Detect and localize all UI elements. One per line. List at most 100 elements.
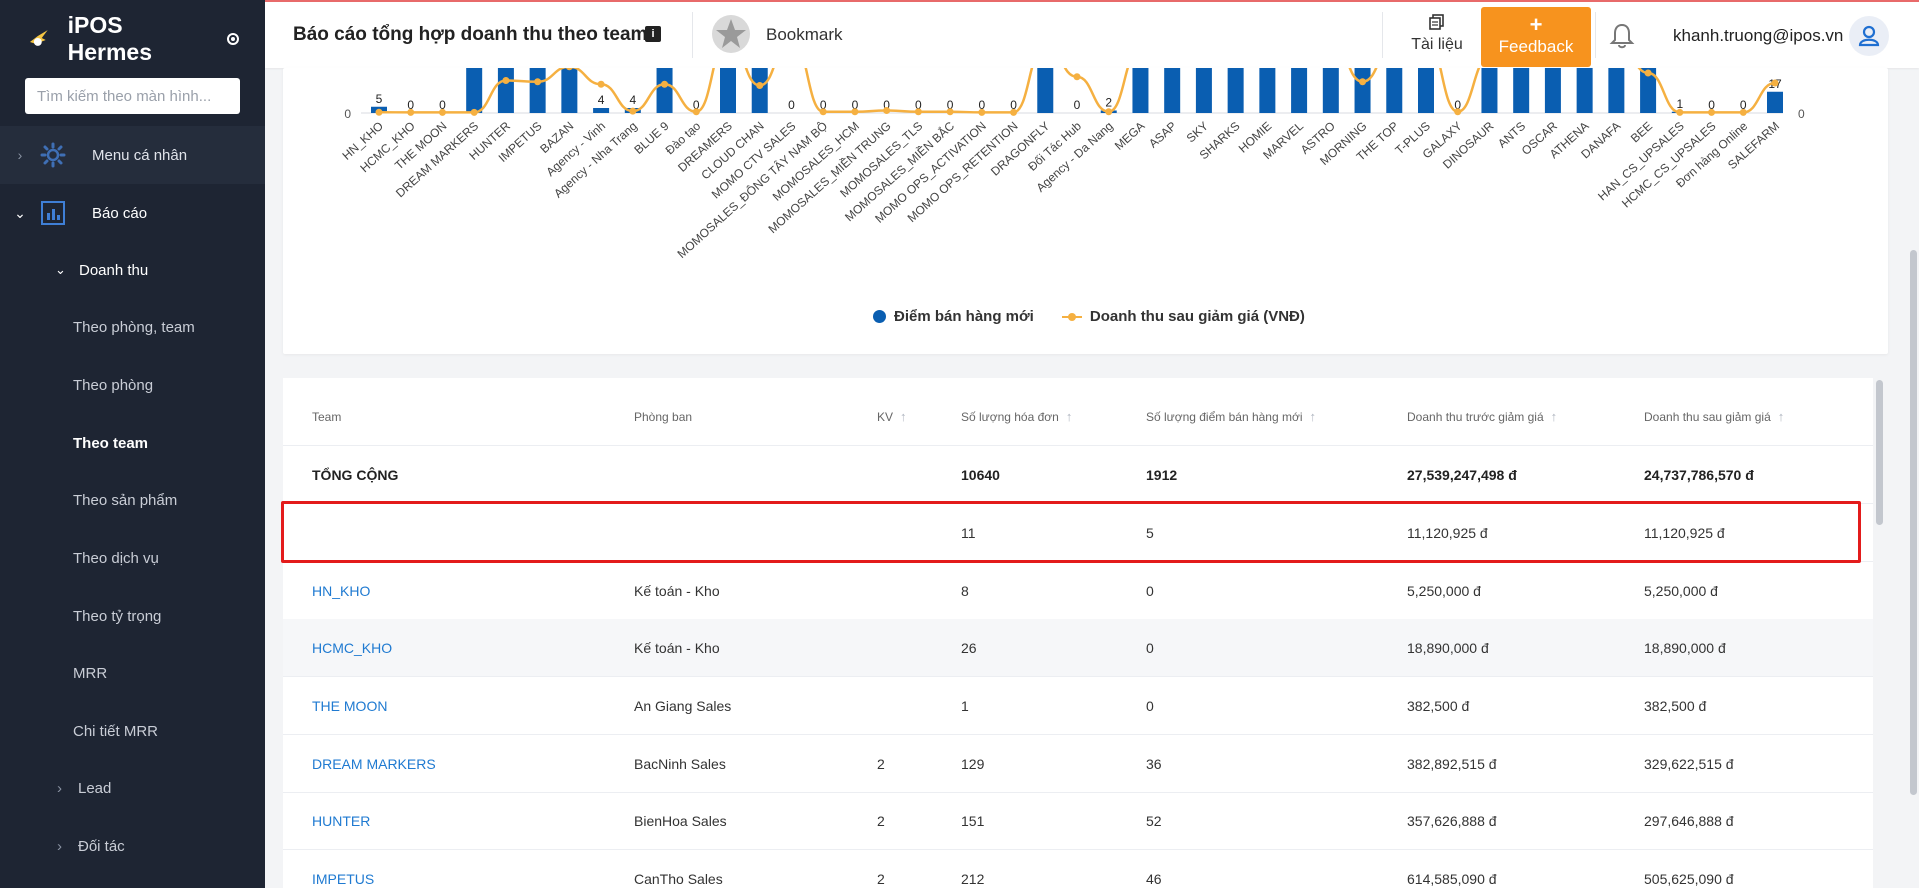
revenue-point[interactable] <box>1739 108 1747 116</box>
revenue-point[interactable] <box>375 108 383 116</box>
revenue-point[interactable] <box>661 80 669 88</box>
sidebar-item-theo-team[interactable]: Theo team <box>0 414 265 472</box>
revenue-point[interactable] <box>1073 73 1081 81</box>
chart-bar[interactable] <box>1291 68 1308 113</box>
table-row[interactable]: THE MOON An Giang Sales 1 0 382,500 đ 38… <box>283 677 1873 735</box>
avatar[interactable] <box>1849 16 1889 56</box>
chart-bar[interactable] <box>1576 68 1593 113</box>
chart-bar[interactable] <box>720 68 736 113</box>
sort-arrow-icon[interactable]: ↑ <box>1777 409 1785 424</box>
chart-bar[interactable] <box>1354 68 1371 113</box>
revenue-point[interactable] <box>534 78 542 86</box>
page-scrollbar[interactable] <box>1910 250 1917 795</box>
revenue-point[interactable] <box>756 82 764 89</box>
revenue-point[interactable] <box>914 108 922 116</box>
chart-bar[interactable] <box>466 68 483 113</box>
info-icon[interactable]: i <box>645 26 661 42</box>
table-scrollbar[interactable] <box>1876 380 1883 525</box>
table-row[interactable]: DREAM MARKERS BacNinh Sales 2 129 36 382… <box>283 735 1873 793</box>
sidebar-item-doi-tac[interactable]: › Đối tác <box>0 817 265 875</box>
chart-bar[interactable] <box>1386 68 1403 113</box>
chart-bar[interactable] <box>1544 68 1561 113</box>
sidebar-item-theo-dich-vu[interactable]: Theo dịch vụ <box>0 529 265 587</box>
sort-arrow-icon[interactable]: ↑ <box>900 409 907 424</box>
sidebar-item-mrr[interactable]: MRR <box>0 644 265 702</box>
revenue-point[interactable] <box>566 68 573 71</box>
chart-bar[interactable] <box>1640 68 1657 113</box>
table-row[interactable]: IMPETUS CanTho Sales 2 212 46 614,585,09… <box>283 850 1873 888</box>
revenue-point[interactable] <box>1644 69 1652 77</box>
legend-item-line[interactable]: Doanh thu sau giảm giá (VNĐ) <box>1061 308 1305 325</box>
chart-bar[interactable] <box>1195 68 1212 113</box>
sidebar-search-input[interactable] <box>25 78 240 114</box>
bookmark-button[interactable]: Bookmark <box>766 25 843 44</box>
revenue-point[interactable] <box>883 107 891 114</box>
col-header-new-points[interactable]: Số lượng điểm bán hàng mới ↑ <box>1146 378 1316 445</box>
revenue-point[interactable] <box>1771 79 1779 87</box>
docs-button[interactable]: Tài liệu <box>1397 14 1477 54</box>
col-header-kv[interactable]: KV ↑ <box>877 378 907 445</box>
revenue-point[interactable] <box>1010 108 1018 116</box>
sort-arrow-icon[interactable]: ↑ <box>1065 409 1073 424</box>
sidebar-item-menu-ca-nhan[interactable]: › Menu cá nhân <box>0 126 265 184</box>
chart-bar[interactable] <box>1037 68 1054 113</box>
col-header-after-discount[interactable]: Doanh thu sau giảm giá ↑ <box>1644 378 1784 445</box>
chart-bar[interactable] <box>751 68 768 113</box>
chart-bar[interactable] <box>1418 68 1434 113</box>
sidebar-item-bao-cao[interactable]: ⌄ Báo cáo <box>0 185 265 241</box>
col-header-invoices[interactable]: Số lượng hóa đơn ↑ <box>961 378 1072 445</box>
chart-bar[interactable] <box>593 108 610 113</box>
legend-item-bar[interactable]: Điểm bán hàng mới <box>873 308 1034 325</box>
table-row[interactable]: HCMC_KHO Kế toán - Kho 26 0 18,890,000 đ… <box>283 619 1873 677</box>
team-link[interactable]: IMPETUS <box>312 870 375 887</box>
chart-bar[interactable] <box>1322 68 1339 113</box>
revenue-point[interactable] <box>629 107 637 115</box>
sidebar-item-theo-ty-trong[interactable]: Theo tỷ trọng <box>0 587 265 645</box>
sidebar-item-chi-tiet-mrr[interactable]: Chi tiết MRR <box>0 702 265 760</box>
chart-bar[interactable] <box>1481 68 1498 113</box>
chart-bar[interactable] <box>497 68 514 113</box>
revenue-point[interactable] <box>470 108 478 116</box>
chart-bar[interactable] <box>656 68 673 113</box>
sidebar-item-theo-phong-team[interactable]: Theo phòng, team <box>0 299 265 356</box>
sidebar-pin-icon[interactable] <box>227 33 239 45</box>
sidebar-item-lead[interactable]: › Lead <box>0 759 265 817</box>
revenue-point[interactable] <box>1708 108 1716 116</box>
revenue-point[interactable] <box>1454 108 1462 116</box>
chart-bar[interactable] <box>561 68 578 113</box>
sidebar-item-doanh-thu[interactable]: ⌄ Doanh thu <box>0 242 265 298</box>
team-link[interactable]: THE MOON <box>312 697 388 714</box>
col-header-before-discount[interactable]: Doanh thu trước giảm giá ↑ <box>1407 378 1557 445</box>
revenue-point[interactable] <box>438 108 446 116</box>
table-row[interactable]: HUNTER BienHoa Sales 2 151 52 357,626,88… <box>283 792 1873 850</box>
chart-bar[interactable] <box>1227 68 1244 113</box>
chart-bar[interactable] <box>1259 68 1276 113</box>
feedback-button[interactable]: + Feedback <box>1481 7 1591 67</box>
chart-bar[interactable] <box>529 68 546 113</box>
revenue-point[interactable] <box>502 77 510 84</box>
revenue-point[interactable] <box>1359 78 1367 86</box>
sidebar-item-theo-phong[interactable]: Theo phòng <box>0 356 265 414</box>
revenue-point[interactable] <box>978 108 986 116</box>
revenue-point[interactable] <box>851 108 859 116</box>
team-link[interactable]: HCMC_KHO <box>312 639 393 656</box>
revenue-point[interactable] <box>1105 108 1113 116</box>
table-row[interactable]: 11 5 11,120,925 đ 11,120,925 đ <box>283 504 1873 562</box>
chart-bar[interactable] <box>1164 68 1181 113</box>
table-row[interactable]: HN_KHO Kế toán - Kho 8 0 5,250,000 đ 5,2… <box>283 562 1873 620</box>
sort-arrow-icon[interactable]: ↑ <box>1550 409 1558 424</box>
star-icon[interactable] <box>711 14 751 54</box>
revenue-point[interactable] <box>1676 108 1684 116</box>
chart-bar[interactable] <box>1132 68 1149 113</box>
team-link[interactable]: HN_KHO <box>312 582 371 599</box>
revenue-point[interactable] <box>819 108 827 116</box>
revenue-point[interactable] <box>692 108 700 116</box>
chart-bar[interactable] <box>1608 68 1625 113</box>
revenue-point[interactable] <box>597 80 605 88</box>
sort-arrow-icon[interactable]: ↑ <box>1309 409 1317 424</box>
team-link[interactable]: HUNTER <box>312 812 371 829</box>
revenue-point[interactable] <box>407 108 415 116</box>
sidebar-item-theo-san-pham[interactable]: Theo sản phẩm <box>0 471 265 529</box>
team-link[interactable]: DREAM MARKERS <box>312 755 436 772</box>
chart-bar[interactable] <box>1513 68 1530 113</box>
